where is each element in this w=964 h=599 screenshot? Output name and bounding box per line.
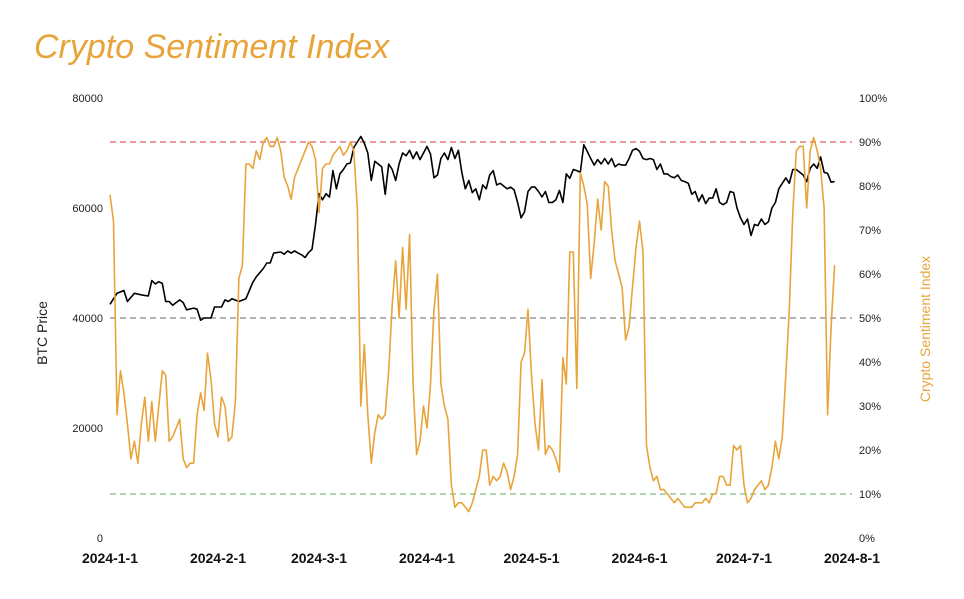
- y2-tick-label: 90%: [859, 137, 881, 149]
- x-tick-label: 2024-2-1: [190, 550, 246, 566]
- y2-tick-label: 40%: [859, 357, 881, 369]
- y-tick-label: 0: [97, 533, 103, 545]
- y-axis-ticks: 0 20000 40000 60000 80000: [72, 93, 103, 545]
- x-tick-label: 2024-8-1: [824, 550, 880, 566]
- y2-axis-ticks: 0% 10% 20% 30% 40% 50% 60% 70% 80% 90% 100%: [859, 93, 887, 545]
- y-tick-label: 80000: [72, 93, 103, 105]
- x-tick-label: 2024-6-1: [611, 550, 667, 566]
- y-axis-label: BTC Price: [34, 301, 50, 365]
- y2-tick-label: 30%: [859, 401, 881, 413]
- y2-tick-label: 0%: [859, 533, 875, 545]
- y-tick-label: 40000: [72, 313, 103, 325]
- x-tick-label: 2024-5-1: [503, 550, 559, 566]
- y-tick-label: 20000: [72, 423, 103, 435]
- chart-title: Crypto Sentiment Index: [34, 28, 390, 66]
- x-tick-label: 2024-4-1: [399, 550, 455, 566]
- y2-axis-label: Crypto Sentiment Index: [917, 256, 933, 402]
- y-tick-label: 60000: [72, 203, 103, 215]
- y2-tick-label: 70%: [859, 225, 881, 237]
- y2-tick-label: 10%: [859, 489, 881, 501]
- x-axis-ticks: 2024-1-1 2024-2-1 2024-3-1 2024-4-1 2024-5-1…: [82, 550, 880, 566]
- y2-tick-label: 80%: [859, 181, 881, 193]
- x-tick-label: 2024-7-1: [716, 550, 772, 566]
- y2-tick-label: 100%: [859, 93, 887, 105]
- y2-tick-label: 20%: [859, 445, 881, 457]
- sentiment-line: [109, 136, 836, 513]
- x-tick-label: 2024-3-1: [291, 550, 347, 566]
- x-tick-label: 2024-1-1: [82, 550, 138, 566]
- reference-lines: [110, 141, 852, 495]
- y2-tick-label: 50%: [859, 313, 881, 325]
- y2-tick-label: 60%: [859, 269, 881, 281]
- btc-price-line: [109, 135, 835, 321]
- btc-price-series: [109, 135, 835, 321]
- sentiment-series: [109, 136, 836, 513]
